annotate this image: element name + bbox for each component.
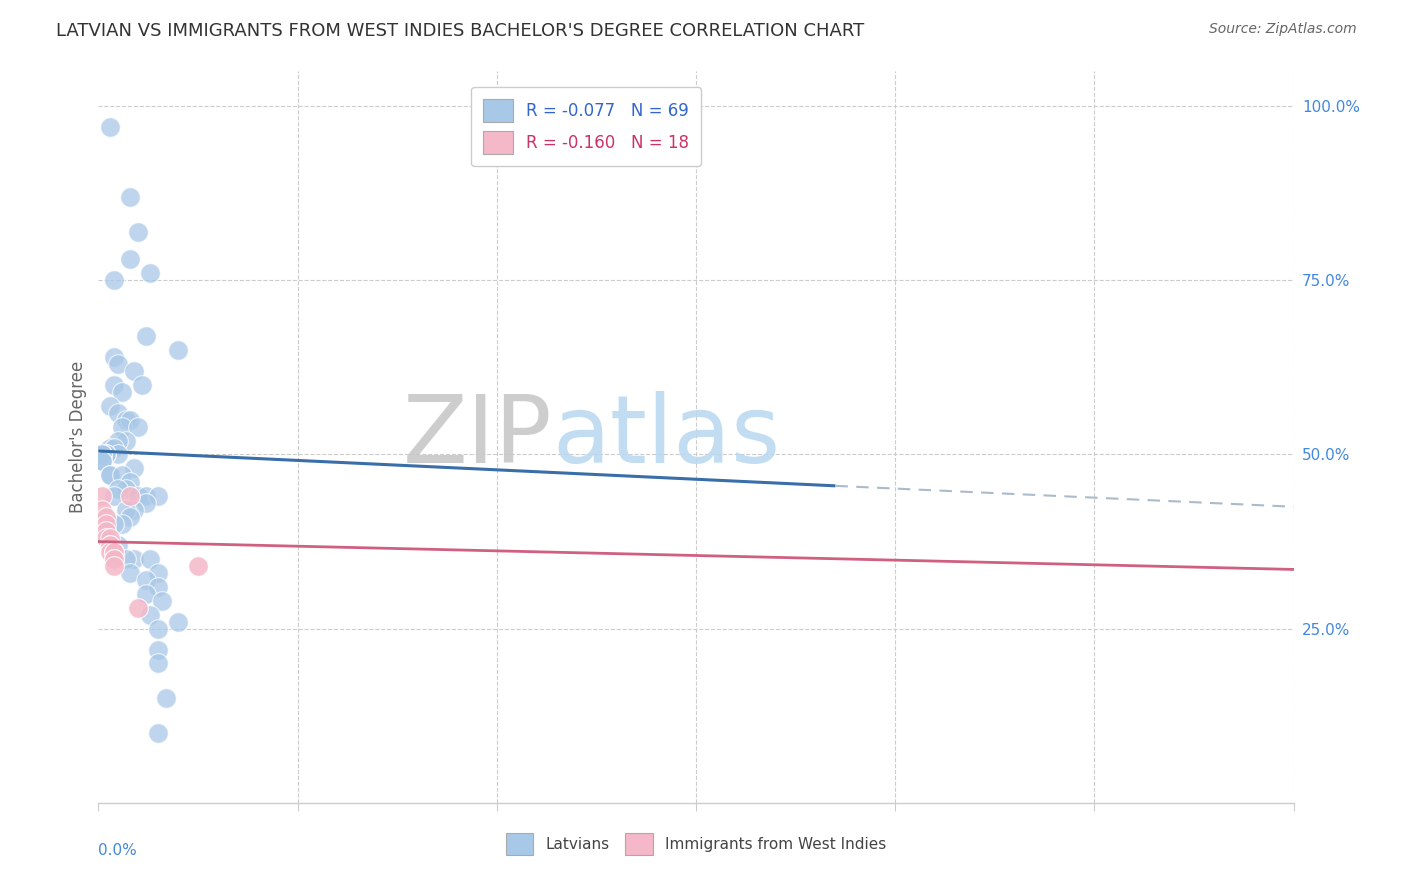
Point <box>96 524 118 538</box>
Point <box>96 531 118 545</box>
Text: LATVIAN VS IMMIGRANTS FROM WEST INDIES BACHELOR'S DEGREE CORRELATION CHART: LATVIAN VS IMMIGRANTS FROM WEST INDIES B… <box>56 22 865 40</box>
Y-axis label: Bachelor's Degree: Bachelor's Degree <box>69 361 87 513</box>
Point <box>91 448 114 462</box>
Point <box>124 503 146 517</box>
Point <box>111 517 134 532</box>
Point <box>167 343 190 357</box>
Point <box>131 377 153 392</box>
Legend: Latvians, Immigrants from West Indies: Latvians, Immigrants from West Indies <box>499 827 893 861</box>
Text: ZIP: ZIP <box>404 391 553 483</box>
Point <box>98 468 122 483</box>
Point <box>115 434 138 448</box>
Point <box>107 448 129 462</box>
Point <box>148 726 170 740</box>
Point <box>103 558 125 573</box>
Point <box>135 496 157 510</box>
Point <box>91 448 114 462</box>
Point <box>91 454 114 468</box>
Point <box>127 600 149 615</box>
Point <box>120 412 142 426</box>
Point <box>98 545 122 559</box>
Point <box>148 566 170 580</box>
Point <box>107 434 129 448</box>
Point <box>98 531 122 545</box>
Point <box>115 412 138 426</box>
Point <box>127 225 149 239</box>
Point <box>120 566 142 580</box>
Point <box>124 552 146 566</box>
Point <box>148 580 170 594</box>
Point <box>98 120 122 134</box>
Point <box>115 552 138 566</box>
Point <box>91 448 114 462</box>
Point <box>127 489 149 503</box>
Point <box>135 573 157 587</box>
Text: atlas: atlas <box>553 391 780 483</box>
Point <box>107 357 129 371</box>
Text: Source: ZipAtlas.com: Source: ZipAtlas.com <box>1209 22 1357 37</box>
Point <box>103 545 125 559</box>
Point <box>96 517 118 532</box>
Point <box>120 190 142 204</box>
Point <box>103 377 125 392</box>
Point <box>103 441 125 455</box>
Point <box>96 510 118 524</box>
Point <box>135 489 157 503</box>
Point <box>98 538 122 552</box>
Point <box>91 454 114 468</box>
Point <box>120 252 142 267</box>
Point <box>139 552 162 566</box>
Point <box>96 448 118 462</box>
Point <box>135 587 157 601</box>
Point <box>96 531 118 545</box>
Point <box>120 475 142 490</box>
Point <box>155 691 177 706</box>
Point <box>148 657 170 671</box>
Point <box>111 384 134 399</box>
Point <box>127 419 149 434</box>
Point <box>135 329 157 343</box>
Point <box>187 558 209 573</box>
Point <box>120 510 142 524</box>
Point <box>111 419 134 434</box>
Point <box>120 489 142 503</box>
Point <box>91 503 114 517</box>
Point <box>103 552 125 566</box>
Point <box>107 483 129 497</box>
Point <box>111 468 134 483</box>
Point <box>103 545 125 559</box>
Point <box>167 615 190 629</box>
Point <box>107 538 129 552</box>
Point <box>115 483 138 497</box>
Point <box>103 273 125 287</box>
Point <box>139 266 162 280</box>
Text: 0.0%: 0.0% <box>98 843 138 858</box>
Point <box>98 399 122 413</box>
Point <box>148 642 170 657</box>
Point <box>103 350 125 364</box>
Point <box>103 517 125 532</box>
Point <box>148 622 170 636</box>
Point <box>103 552 125 566</box>
Point <box>103 545 125 559</box>
Point <box>124 364 146 378</box>
Point <box>103 489 125 503</box>
Point <box>139 607 162 622</box>
Point <box>124 461 146 475</box>
Point <box>150 594 173 608</box>
Point <box>148 489 170 503</box>
Point <box>96 524 118 538</box>
Point <box>98 441 122 455</box>
Point <box>107 406 129 420</box>
Point <box>96 448 118 462</box>
Point <box>91 489 114 503</box>
Point <box>98 538 122 552</box>
Point <box>115 503 138 517</box>
Point <box>98 468 122 483</box>
